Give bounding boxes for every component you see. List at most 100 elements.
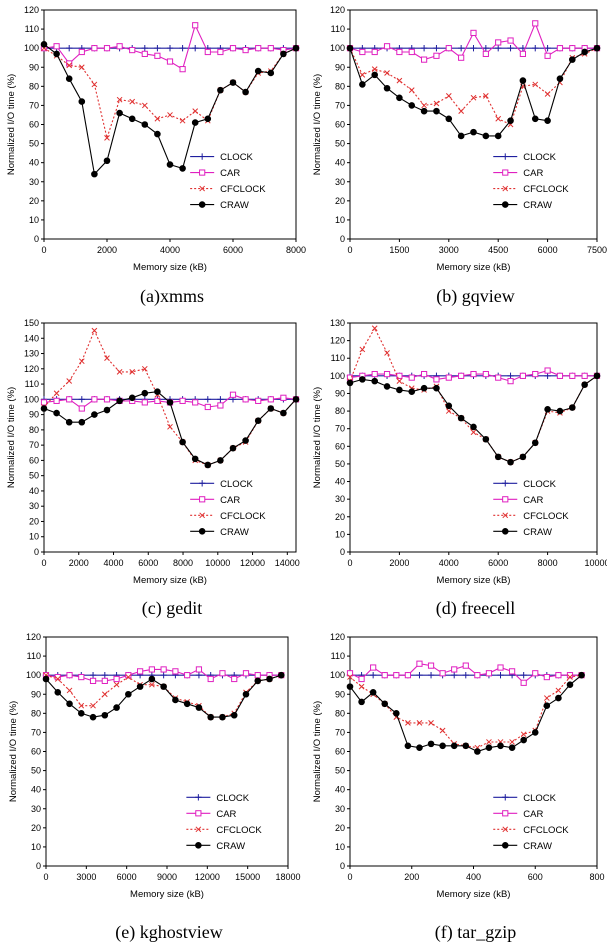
data-point — [578, 671, 585, 679]
y-tick-label: 70 — [335, 727, 345, 737]
data-point — [404, 742, 412, 750]
data-point — [91, 81, 98, 88]
data-point — [267, 405, 275, 412]
legend-marker — [199, 169, 206, 176]
data-point — [416, 660, 423, 667]
data-point — [141, 389, 149, 397]
panel-caption: (e) kghostview — [115, 922, 222, 943]
data-point — [458, 372, 465, 379]
data-point — [217, 396, 224, 403]
data-point — [255, 397, 262, 404]
y-tick-label: 100 — [24, 394, 39, 404]
data-point — [532, 44, 539, 52]
y-tick-label: 80 — [29, 425, 39, 435]
data-point — [277, 671, 285, 679]
legend-label: CAR — [523, 809, 543, 820]
y-tick-label: 80 — [335, 708, 345, 718]
data-point — [66, 687, 73, 694]
data-point — [359, 81, 366, 88]
data-point — [520, 731, 527, 738]
data-point — [78, 673, 85, 681]
data-point — [495, 39, 502, 46]
y-tick-label: 60 — [29, 120, 39, 130]
data-point — [160, 683, 167, 690]
data-point — [91, 327, 98, 334]
y-tick-label: 0 — [340, 861, 345, 871]
chart-panel-4: 0 10 20 30 40 50 60 70 80 90 100 110 120 130 0 2000 4000… — [312, 318, 607, 619]
series-line — [349, 47, 598, 137]
panel-caption: (d) freecell — [436, 598, 515, 619]
data-point — [66, 700, 73, 708]
data-point — [384, 70, 390, 76]
data-point — [229, 45, 237, 52]
data-point — [78, 358, 85, 365]
y-tick-label: 30 — [31, 804, 41, 814]
plot-frame — [43, 9, 297, 240]
data-point — [381, 700, 389, 708]
y-tick-label: 150 — [24, 318, 39, 328]
data-point — [103, 406, 111, 414]
data-point — [555, 687, 562, 694]
data-point — [497, 671, 504, 679]
data-point — [160, 671, 167, 679]
series-cfclock — [347, 672, 585, 751]
legend-label: CLOCK — [220, 152, 253, 163]
series-line — [349, 674, 582, 753]
data-point — [416, 720, 423, 726]
data-point — [89, 677, 97, 684]
data-point — [567, 674, 573, 680]
data-point — [166, 161, 174, 168]
data-point — [40, 405, 48, 412]
y-tick-label: 100 — [26, 670, 41, 680]
y-tick-label: 30 — [335, 804, 345, 814]
data-point — [166, 44, 174, 52]
data-point — [396, 94, 403, 102]
y-tick-label: 90 — [31, 689, 41, 699]
data-point — [89, 713, 97, 721]
data-point — [359, 376, 366, 383]
y-tick-label: 70 — [31, 727, 41, 737]
data-point — [229, 444, 237, 452]
data-point — [433, 376, 440, 383]
data-point — [408, 87, 415, 94]
chart-panel-3: 0 10 20 30 40 50 60 70 80 90 100 110 120 130 140 150 0 20… — [6, 318, 300, 619]
y-tick-label: 0 — [340, 547, 345, 557]
data-point — [101, 711, 109, 719]
data-point — [543, 695, 550, 701]
data-point — [544, 91, 551, 97]
y-axis-label: Normalized I/O time (%) — [8, 701, 19, 802]
data-point — [581, 48, 588, 56]
data-point — [242, 437, 249, 444]
data-point — [192, 108, 199, 114]
y-tick-label: 60 — [31, 747, 41, 757]
x-tick-label: 1500 — [389, 245, 409, 255]
legend-label: CFCLOCK — [220, 184, 266, 195]
data-point — [54, 676, 61, 682]
data-point — [371, 71, 379, 79]
x-tick-label: 200 — [404, 872, 419, 882]
y-axis-label: Normalized I/O time (%) — [312, 701, 323, 802]
data-point — [544, 372, 551, 380]
data-point — [507, 372, 514, 380]
data-point — [445, 93, 452, 99]
data-point — [346, 379, 354, 387]
x-tick-label: 2000 — [69, 558, 89, 568]
data-point — [482, 93, 489, 99]
data-point — [141, 365, 148, 372]
legend-label: CAR — [523, 495, 543, 506]
data-point — [482, 44, 490, 52]
data-point — [154, 44, 161, 52]
data-point — [532, 670, 539, 677]
data-point — [451, 666, 458, 673]
x-tick-label: 10000 — [205, 558, 230, 568]
y-tick-label: 60 — [29, 455, 39, 465]
series-craw — [346, 671, 585, 755]
data-point — [495, 44, 502, 52]
series-line — [349, 674, 582, 749]
data-point — [569, 404, 576, 411]
legend-marker — [502, 826, 509, 833]
series-line — [349, 47, 598, 126]
data-point — [195, 671, 203, 679]
data-point — [393, 672, 400, 679]
data-point — [439, 727, 446, 734]
